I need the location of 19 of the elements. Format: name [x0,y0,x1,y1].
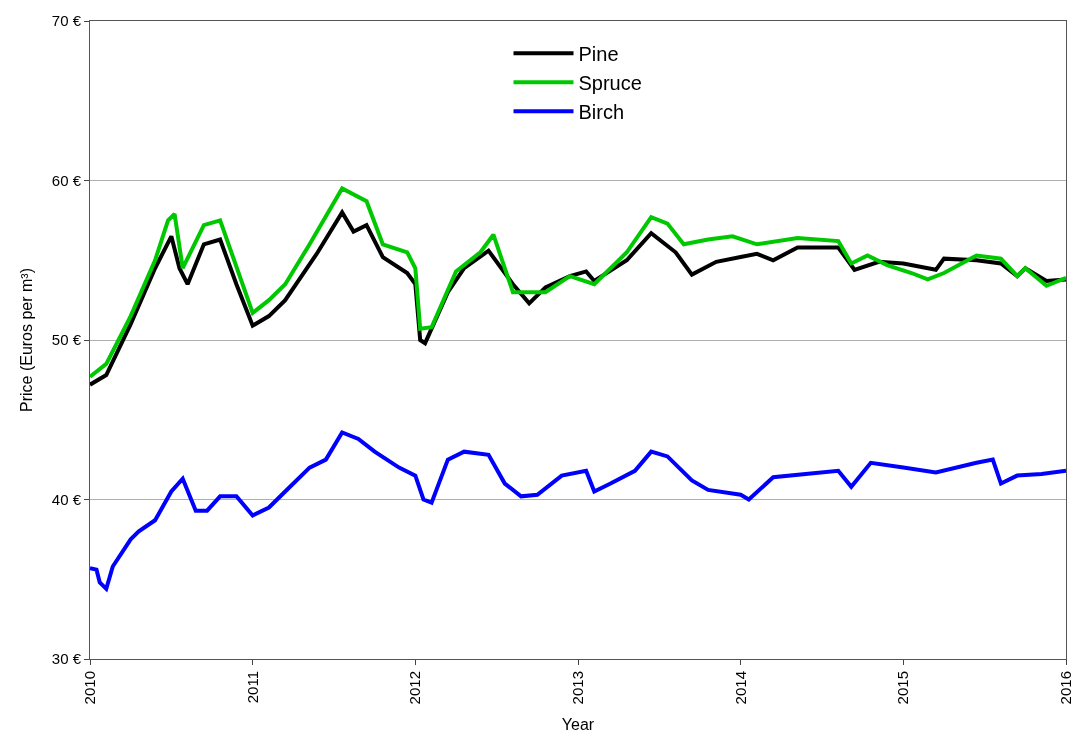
x-tick-label: 2011 [243,671,261,704]
y-tick-label: 60 € [51,171,82,189]
legend-label: Pine [578,43,619,66]
y-tick-label: 50 € [51,331,82,349]
y-tick-label: 30 € [51,650,82,668]
x-tick-label: 2010 [80,671,98,705]
x-tick-label: 2012 [406,671,424,705]
x-axis-title: Year [561,716,595,734]
legend-label: Birch [578,101,625,124]
y-tick-label: 40 € [51,490,82,508]
x-tick-label: 2013 [568,671,586,705]
y-tick-label: 70 € [51,12,82,30]
line-series [90,430,1066,591]
x-tick-label: 2014 [731,671,749,705]
y-axis-title: Price (Euros per m³) [17,267,35,413]
x-tick-label: 2015 [894,671,912,705]
x-tick-label: 2016 [1056,671,1074,705]
line-series [90,186,1066,379]
legend-label: Spruce [578,72,642,95]
